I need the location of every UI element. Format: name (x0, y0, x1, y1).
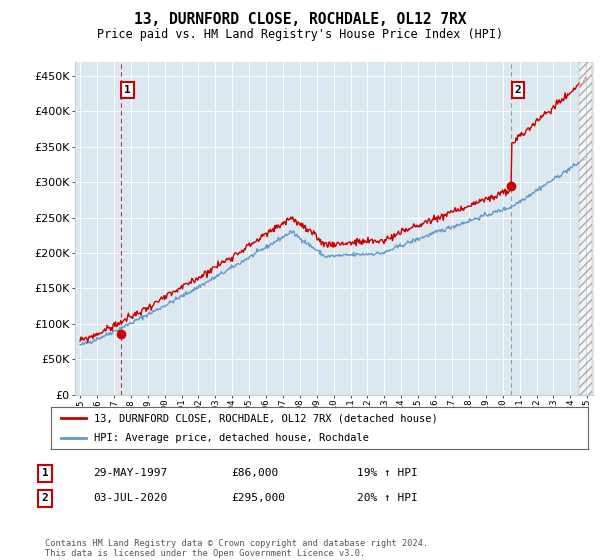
Text: 1: 1 (124, 85, 131, 95)
Text: Contains HM Land Registry data © Crown copyright and database right 2024.
This d: Contains HM Land Registry data © Crown c… (45, 539, 428, 558)
Text: £295,000: £295,000 (231, 493, 285, 503)
Text: HPI: Average price, detached house, Rochdale: HPI: Average price, detached house, Roch… (94, 433, 369, 443)
Text: 2: 2 (41, 493, 49, 503)
Text: 13, DURNFORD CLOSE, ROCHDALE, OL12 7RX: 13, DURNFORD CLOSE, ROCHDALE, OL12 7RX (134, 12, 466, 27)
Text: 2: 2 (515, 85, 521, 95)
Text: £86,000: £86,000 (231, 468, 278, 478)
Text: 03-JUL-2020: 03-JUL-2020 (93, 493, 167, 503)
Text: Price paid vs. HM Land Registry's House Price Index (HPI): Price paid vs. HM Land Registry's House … (97, 28, 503, 41)
Text: 19% ↑ HPI: 19% ↑ HPI (357, 468, 418, 478)
Text: 13, DURNFORD CLOSE, ROCHDALE, OL12 7RX (detached house): 13, DURNFORD CLOSE, ROCHDALE, OL12 7RX (… (94, 413, 438, 423)
Text: 20% ↑ HPI: 20% ↑ HPI (357, 493, 418, 503)
Text: 29-MAY-1997: 29-MAY-1997 (93, 468, 167, 478)
Text: 1: 1 (41, 468, 49, 478)
